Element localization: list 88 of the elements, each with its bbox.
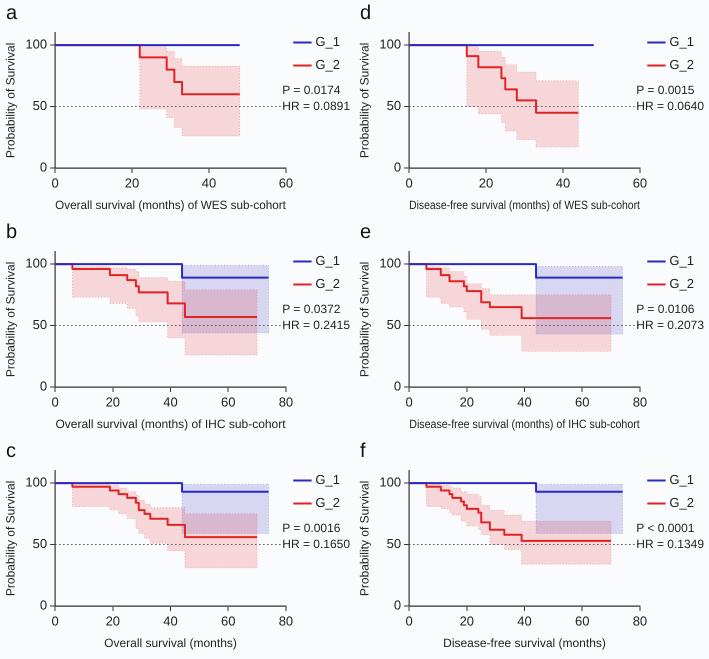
y-tick-label: 100: [379, 36, 402, 52]
y-tick-label: 100: [379, 474, 402, 490]
annotation: P = 0.0106: [636, 302, 695, 316]
chart-title: f: [360, 440, 366, 463]
y-axis-title: Probability of Survival: [4, 42, 18, 158]
x-tick-label: 0: [51, 175, 59, 190]
legend-label: G_1: [669, 34, 694, 50]
x-tick-label: 40: [202, 175, 216, 190]
y-tick-label: 50: [32, 98, 48, 114]
y-tick-label: 100: [25, 36, 48, 52]
x-tick-label: 0: [405, 175, 413, 190]
x-tick-label: 0: [405, 613, 413, 628]
x-tick-label: 40: [163, 394, 178, 410]
x-tick-label: 60: [574, 394, 590, 410]
x-axis-title: Overall survival (months) of IHC sub-cohort: [55, 417, 286, 432]
chart-title: d: [360, 2, 372, 25]
annotation: P = 0.0174: [282, 83, 341, 97]
chart-title: b: [6, 221, 18, 244]
x-axis-title: Overall survival (months): [104, 636, 237, 650]
y-tick-label: 0: [394, 598, 402, 613]
x-tick-label: 20: [124, 175, 140, 190]
x-axis-title: Disease-free survival (months) of IHC sub-cohort: [409, 418, 641, 432]
y-tick-label: 0: [40, 598, 48, 613]
x-axis-title: Disease-free survival (months) of WES sub-cohort: [409, 199, 641, 212]
y-tick-label: 50: [386, 98, 402, 114]
x-tick-label: 20: [106, 394, 120, 410]
x-tick-label: 80: [278, 394, 294, 410]
annotation: HR = 0.1349: [636, 537, 704, 551]
annotation: HR = 0.0640: [636, 99, 704, 113]
annotation: P = 0.0372: [282, 302, 341, 316]
y-tick-label: 0: [394, 160, 402, 175]
annotation: HR = 0.0891: [282, 99, 350, 113]
legend-label: G_2: [315, 276, 340, 292]
y-tick-label: 0: [394, 378, 402, 394]
y-axis-title: Probability of Survival: [358, 262, 372, 378]
annotation: P < 0.0001: [636, 521, 695, 535]
legend-label: G_2: [669, 495, 694, 510]
legend-label: G_1: [669, 472, 694, 488]
legend-label: G_2: [669, 276, 694, 292]
legend-label: G_2: [315, 57, 340, 72]
legend-label: G_1: [315, 34, 340, 50]
x-tick-label: 20: [478, 175, 494, 190]
x-tick-label: 80: [632, 613, 648, 628]
x-tick-label: 80: [632, 394, 648, 410]
x-axis-title: Disease-free survival (months): [443, 636, 606, 650]
chart-title: a: [6, 2, 18, 25]
y-tick-label: 50: [32, 317, 48, 332]
x-tick-label: 40: [556, 175, 570, 190]
x-tick-label: 60: [632, 175, 648, 190]
y-tick-label: 0: [40, 378, 48, 394]
annotation: HR = 0.1650: [282, 537, 350, 551]
y-tick-label: 100: [25, 474, 48, 490]
annotation: HR = 0.2415: [282, 318, 350, 332]
x-tick-label: 60: [574, 613, 590, 628]
annotation: HR = 0.2073: [636, 318, 704, 332]
y-axis-title: Probability of Survival: [358, 42, 372, 158]
x-tick-label: 80: [278, 613, 294, 628]
y-axis-title: Probability of Survival: [358, 480, 372, 596]
x-tick-label: 20: [460, 613, 474, 628]
x-tick-label: 0: [405, 394, 413, 410]
annotation: P = 0.0015: [636, 83, 695, 97]
x-tick-label: 60: [278, 175, 294, 190]
x-tick-label: 20: [106, 613, 120, 628]
y-tick-label: 0: [40, 160, 48, 175]
legend-label: G_1: [315, 253, 340, 268]
x-tick-label: 60: [220, 613, 236, 628]
y-tick-label: 50: [386, 536, 402, 552]
y-tick-label: 50: [386, 317, 402, 332]
x-tick-label: 40: [517, 613, 532, 628]
chart-title: c: [6, 440, 16, 463]
x-tick-label: 40: [517, 394, 532, 410]
legend-label: G_1: [669, 253, 694, 268]
legend-label: G_1: [315, 472, 340, 488]
x-tick-label: 40: [163, 613, 178, 628]
x-tick-label: 0: [51, 613, 59, 628]
x-tick-label: 0: [51, 394, 59, 410]
y-tick-label: 100: [379, 256, 402, 271]
y-axis-title: Probability of Survival: [4, 480, 18, 596]
legend-label: G_2: [315, 495, 340, 510]
legend-label: G_2: [669, 57, 694, 72]
chart-title: e: [360, 221, 372, 244]
y-tick-label: 50: [32, 536, 48, 552]
x-axis-title: Overall survival (months) of WES sub-cohort: [55, 198, 287, 212]
x-tick-label: 20: [460, 394, 474, 410]
annotation: P = 0.0016: [282, 521, 341, 535]
x-tick-label: 60: [220, 394, 236, 410]
y-axis-title: Probability of Survival: [4, 262, 18, 378]
y-tick-label: 100: [25, 256, 48, 271]
